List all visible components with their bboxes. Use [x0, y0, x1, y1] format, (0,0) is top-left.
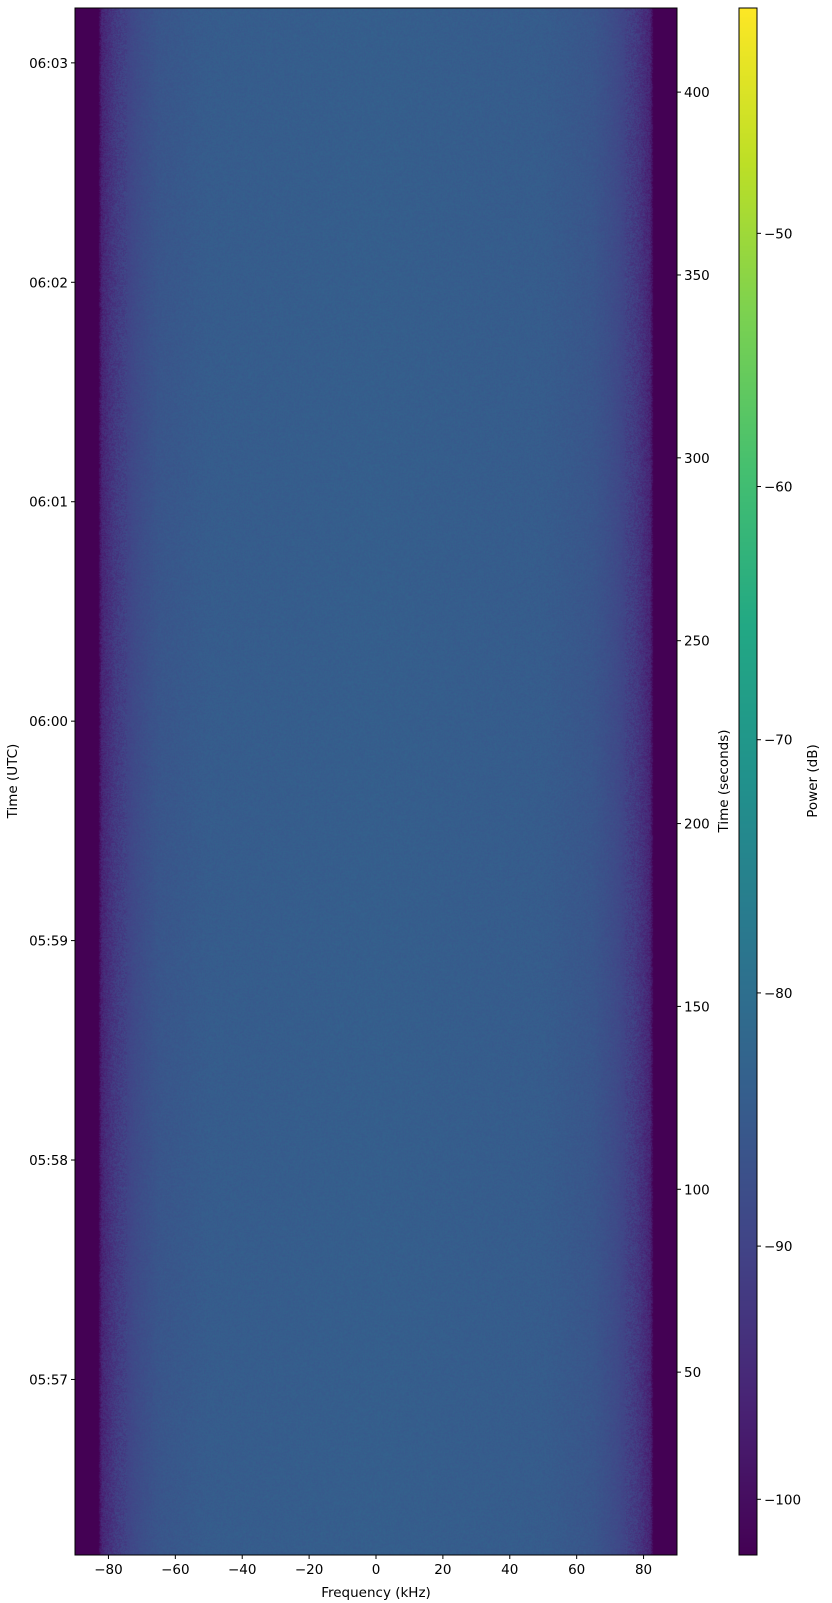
y-left-tick-label: 05:58	[29, 1153, 68, 1169]
y-right-tick-label: 250	[684, 634, 710, 650]
colorbar-label: Power (dB)	[805, 744, 821, 817]
x-tick-label: −60	[161, 1562, 190, 1578]
colorbar-frame	[739, 8, 757, 1555]
y-left-tick-label: 06:03	[29, 56, 68, 72]
x-axis-label: Frequency (kHz)	[321, 1585, 431, 1601]
y-right-tick-label: 50	[684, 1365, 701, 1381]
y-left-tick-label: 06:01	[29, 495, 68, 511]
y-left-tick-label: 05:59	[29, 934, 68, 950]
x-tick-label: 80	[635, 1562, 652, 1578]
y-right-tick-label: 400	[684, 85, 710, 101]
colorbar-tick-label: −60	[764, 480, 793, 496]
y-axis-right-label: Time (seconds)	[716, 729, 732, 833]
colorbar-tick-label: −80	[764, 986, 793, 1002]
x-tick-label: 20	[434, 1562, 451, 1578]
x-tick-label: −40	[228, 1562, 257, 1578]
y-right-tick-label: 200	[684, 817, 710, 833]
y-right-tick-label: 150	[684, 999, 710, 1015]
colorbar-tick-label: −70	[764, 733, 793, 749]
x-tick-label: 40	[501, 1562, 518, 1578]
y-left-tick-label: 06:02	[29, 275, 68, 291]
x-tick-label: −80	[94, 1562, 123, 1578]
x-tick-label: 60	[568, 1562, 585, 1578]
colorbar-tick-label: −100	[764, 1492, 801, 1508]
x-tick-label: −20	[295, 1562, 324, 1578]
x-tick-label: 0	[372, 1562, 381, 1578]
y-right-tick-label: 350	[684, 268, 710, 284]
y-right-tick-label: 300	[684, 451, 710, 467]
y-left-tick-label: 06:00	[29, 714, 68, 730]
plot-frame	[75, 8, 677, 1555]
y-axis-left-label: Time (UTC)	[5, 744, 21, 820]
y-right-tick-label: 100	[684, 1182, 710, 1198]
colorbar-tick-label: −90	[764, 1239, 793, 1255]
y-left-tick-label: 05:57	[29, 1372, 68, 1388]
colorbar-tick-label: −50	[764, 226, 793, 242]
